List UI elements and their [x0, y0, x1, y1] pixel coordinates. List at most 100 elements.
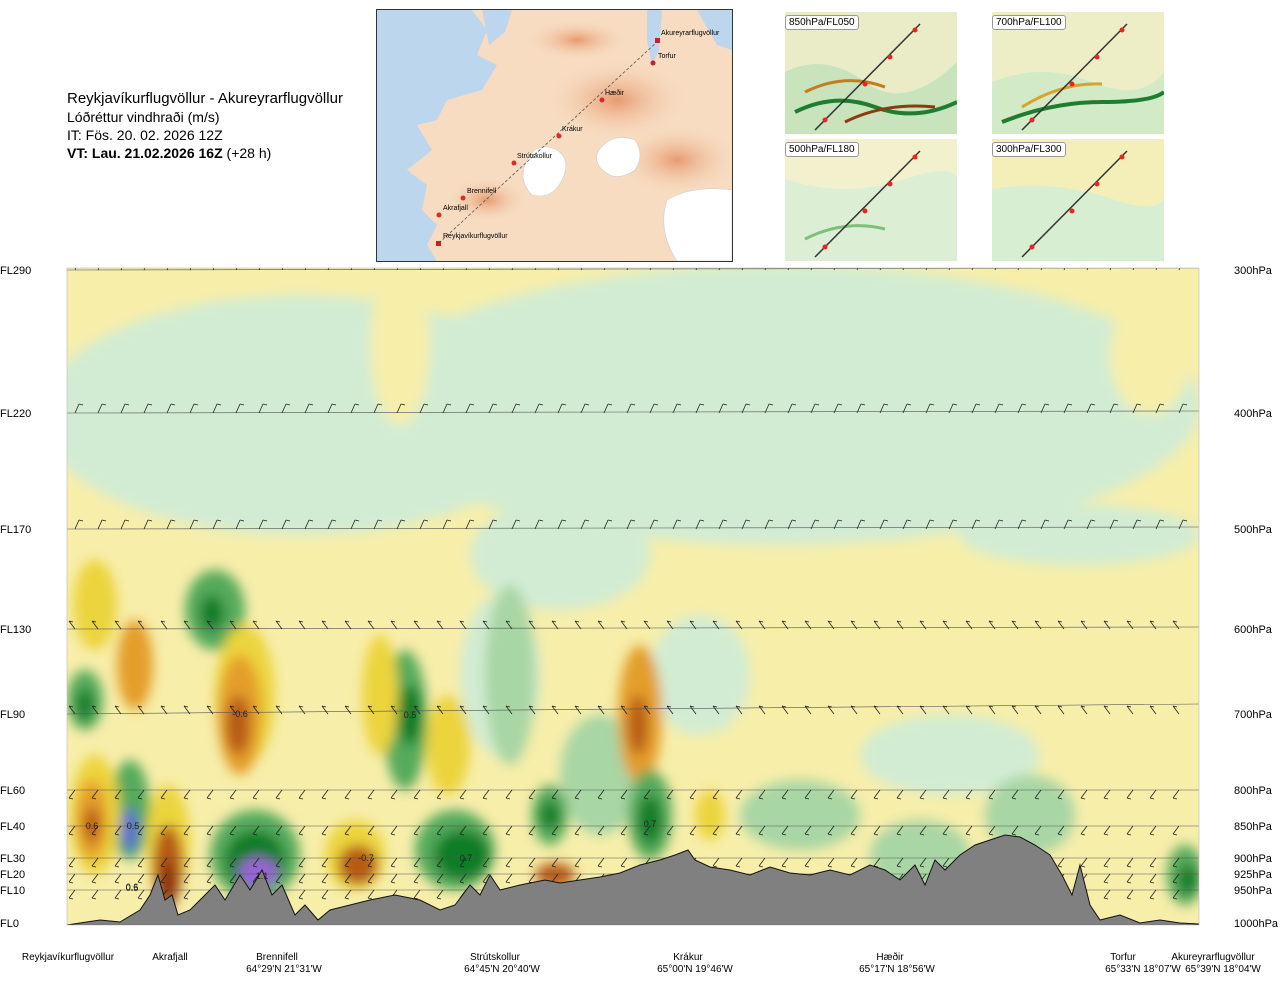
route-point-strutskollur[interactable]: [511, 160, 517, 166]
wind-barb: [580, 403, 590, 414]
left-axis-label: FL10: [0, 885, 25, 897]
location-coord: 65°33'N 18°07'W: [1105, 964, 1181, 975]
level-map-300[interactable]: 300hPa/FL300: [992, 139, 1164, 261]
wind-barb: [120, 519, 130, 530]
wind-barb: [787, 268, 790, 271]
wind-barb: [988, 620, 996, 630]
map-label-brennifell: Brennifell: [467, 188, 497, 195]
wind-barb: [1172, 789, 1180, 800]
field-region: [470, 500, 650, 610]
route-map[interactable]: Akureyrarflugvöllur Torfur Hæðir Krákur …: [376, 9, 733, 262]
field-region: [238, 857, 278, 889]
wind-barb: [1103, 620, 1111, 630]
wind-barb: [902, 268, 905, 271]
location-coord: 64°45'N 20°40'W: [464, 964, 540, 975]
wind-barb: [68, 620, 76, 630]
wind-barb: [1034, 825, 1042, 836]
wind-barb: [459, 857, 467, 868]
wind-barb: [804, 705, 812, 715]
wind-barb: [212, 519, 222, 530]
wind-barb: [528, 705, 536, 715]
field-value-label: 1.1: [256, 871, 269, 881]
wind-barb: [229, 825, 237, 836]
wind-barb: [597, 620, 605, 630]
route-point-brennifell[interactable]: [460, 195, 466, 201]
route-point-torfur[interactable]: [650, 60, 656, 66]
cross-section-chart[interactable]: FL290 FL220 FL170 FL130 FL90 FL60 FL40 FL30 FL20…: [0, 255, 1280, 981]
wind-barb: [212, 268, 215, 271]
wind-barb: [643, 825, 651, 836]
wind-barb: [1126, 825, 1134, 836]
location-axis: Reykjavíkurflugvöllur Akrafjall Brennifell…: [22, 951, 1262, 975]
terrain-profile: [67, 834, 1199, 925]
wind-barb: [258, 519, 268, 530]
field-region: [628, 695, 648, 755]
wind-barb: [580, 268, 583, 271]
vatnajokull-glacier: [663, 188, 732, 261]
wind-barb: [781, 857, 789, 868]
route-point-krakur[interactable]: [556, 133, 562, 139]
level-map-700[interactable]: 700hPa/FL100: [992, 12, 1164, 134]
langjokull-glacier: [522, 146, 567, 197]
level-map-850[interactable]: 850hPa/FL050: [785, 12, 957, 134]
wind-barb: [258, 403, 268, 414]
field-value-label: -0.7: [358, 853, 374, 863]
wind-barb: [1178, 268, 1181, 271]
wind-barb: [321, 857, 329, 868]
location-name: Hæðir: [876, 951, 904, 963]
wind-barb: [390, 705, 398, 715]
wind-barb: [137, 705, 145, 715]
wind-barb: [764, 519, 774, 530]
wind-barb: [1103, 857, 1111, 868]
wind-barb: [482, 705, 490, 715]
wind-barb: [994, 268, 997, 271]
route-point-akureyrarflugvollur[interactable]: [655, 38, 660, 43]
wind-barb: [344, 873, 352, 884]
route-point-haedir[interactable]: [599, 97, 605, 103]
map-label-reykjavikurflugvollur: Reykjavíkurflugvöllur: [443, 233, 508, 240]
wind-barb: [1155, 403, 1165, 414]
left-axis-label: FL170: [0, 524, 31, 536]
level-map-500[interactable]: 500hPa/FL180: [785, 139, 957, 261]
right-axis-label: 925hPa: [1234, 869, 1273, 881]
wind-barb: [275, 789, 283, 800]
wind-barb: [856, 268, 859, 271]
route-point-akrafjall[interactable]: [436, 212, 442, 218]
wind-barb: [74, 403, 84, 414]
wind-barb: [1011, 705, 1019, 715]
wind-barb: [643, 705, 651, 715]
field-region: [860, 715, 1040, 795]
wind-barb: [160, 857, 168, 868]
wind-barb: [988, 705, 996, 715]
location-name: Akrafjall: [152, 952, 188, 963]
wind-barb: [1172, 705, 1180, 715]
wind-barb: [189, 268, 192, 271]
wind-barb: [91, 857, 99, 868]
wind-barb: [850, 857, 858, 868]
wind-barb: [810, 403, 820, 414]
wind-barb: [298, 889, 306, 900]
wind-barb: [528, 857, 536, 868]
wind-barb: [413, 620, 421, 630]
wind-barb: [436, 705, 444, 715]
wind-barb: [137, 873, 145, 884]
wind-barb: [459, 825, 467, 836]
barb-shaft-line: [67, 268, 1199, 271]
wind-barb: [160, 873, 168, 884]
level-map-300-label: 300hPa/FL300: [992, 142, 1066, 157]
wind-barb: [419, 519, 429, 530]
map-label-strutskollur: Strútskollur: [517, 153, 553, 160]
wind-barb: [91, 789, 99, 800]
wind-barb: [275, 825, 283, 836]
wind-barb: [994, 403, 1004, 414]
wind-barb: [603, 403, 613, 414]
wind-barb: [712, 705, 720, 715]
wind-barb: [942, 620, 950, 630]
wind-barb: [1109, 519, 1119, 530]
wind-barb: [488, 403, 498, 414]
right-axis-label: 800hPa: [1234, 785, 1273, 797]
wind-barb: [649, 268, 652, 271]
route-point-reykjavikurflugvollur[interactable]: [436, 241, 441, 246]
map-label-akrafjall: Akrafjall: [443, 205, 468, 212]
forecast-hours: (+28 h): [226, 145, 272, 161]
